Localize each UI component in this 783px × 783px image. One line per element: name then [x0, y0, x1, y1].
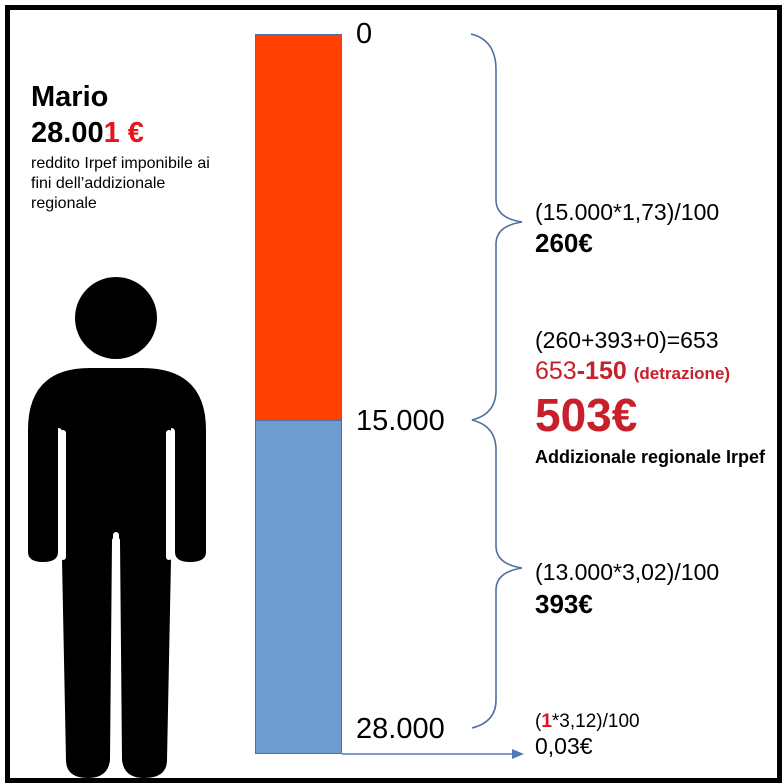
- second-bracket-formula: (13.000*3,02)/100: [535, 559, 720, 585]
- bar-segment-second-bracket: [255, 420, 342, 754]
- income-highlight: 1 €: [103, 117, 144, 149]
- total-label: Addizionale regionale Irpef: [535, 447, 766, 467]
- excess-formula-open: (: [535, 711, 542, 732]
- deduction-base: 653: [535, 357, 577, 385]
- arrow-head-icon: [512, 749, 524, 759]
- person-income: 28.001 €: [31, 116, 144, 150]
- total-formula: (260+393+0)=653: [535, 327, 719, 353]
- deduction-line: 653-150 (detrazione): [535, 356, 730, 389]
- first-bracket-formula: (15.000*1,73)/100: [535, 199, 720, 225]
- income-description: reddito Irpef imponibile ai fini dell’ad…: [31, 155, 210, 212]
- deduction-amount: -150: [576, 357, 627, 385]
- excess-formula-rest: *3,12)/100: [551, 711, 640, 732]
- tick-label-28000: 28.000: [356, 713, 445, 745]
- total-result: 503€: [535, 389, 638, 441]
- deduction-label: (detrazione): [633, 364, 731, 383]
- second-bracket-result: 393€: [535, 589, 593, 619]
- first-bracket-result: 260€: [535, 228, 593, 258]
- tick-label-15000: 15.000: [356, 405, 445, 437]
- person-name: Mario: [31, 81, 109, 113]
- bar-segment-first-bracket: [255, 34, 342, 420]
- excess-formula: (1*3,12)/100: [535, 711, 640, 733]
- excess-result: 0,03€: [535, 733, 593, 759]
- income-prefix: 28.00: [31, 117, 104, 149]
- excess-highlight: 1: [541, 711, 552, 732]
- tick-label-0: 0: [356, 18, 373, 50]
